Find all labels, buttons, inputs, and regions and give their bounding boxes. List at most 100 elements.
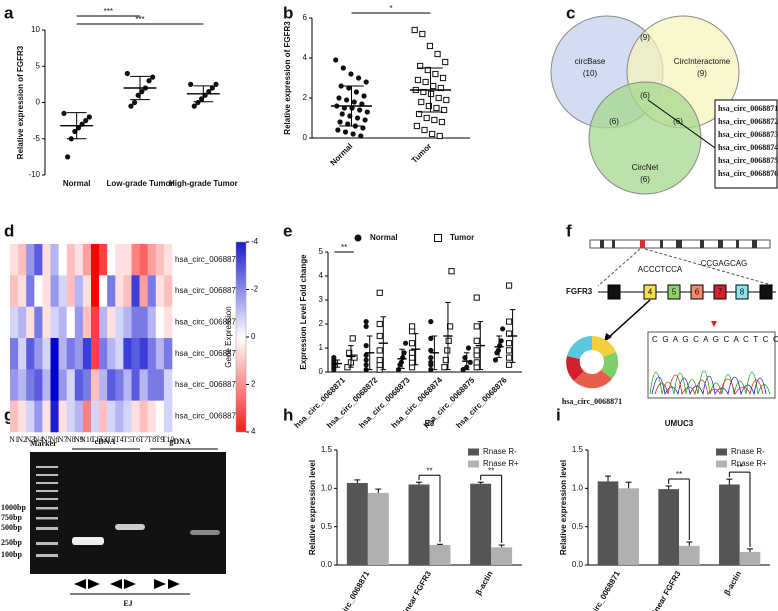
point [357, 107, 363, 113]
heat-cell [58, 400, 67, 433]
exon [607, 284, 621, 300]
point [395, 367, 402, 373]
point [492, 357, 499, 363]
heat-cell [91, 369, 100, 401]
venn-set-label: circBase [575, 57, 606, 66]
venn-overlap: (6) [609, 117, 619, 126]
heat-cell [163, 400, 173, 433]
heat-cell [74, 400, 84, 433]
y-tick-label: -10 [28, 170, 40, 179]
row-label: hsa_circ_0068876 [175, 411, 241, 420]
point [358, 133, 364, 139]
row-label: hsa_circ_0068874 [175, 349, 241, 358]
colorbar-tick-label: -4 [251, 237, 259, 246]
colorbar-label: Gene Expression [224, 306, 233, 367]
bar [739, 551, 761, 565]
panel-label: d [4, 221, 14, 240]
point [415, 110, 423, 118]
heat-cell [115, 306, 124, 339]
y-tick-label: 2 [303, 93, 308, 102]
point [438, 118, 446, 126]
column-label: N2 [17, 435, 27, 444]
point [65, 154, 71, 160]
point [495, 347, 501, 353]
y-tick-label: 2 [319, 319, 324, 328]
point [419, 30, 426, 38]
heat-cell [99, 400, 108, 433]
legend-swatch [716, 460, 727, 468]
heat-cell [10, 244, 19, 276]
exon [667, 284, 681, 300]
point [505, 318, 513, 325]
gel: Marker cDNA gDNA 1000bp 750bp 500bp 250b… [1, 437, 226, 608]
exon-label: 4 [648, 288, 653, 297]
heat-cell [82, 338, 92, 370]
y-tick-label: 1 [319, 343, 324, 352]
gel-band [115, 524, 145, 530]
point [435, 94, 442, 102]
heat-cell [99, 306, 108, 339]
heat-cell [107, 369, 116, 401]
bar [658, 489, 679, 565]
gel-size: 250bp [1, 538, 22, 547]
x-tick-label: β-actin [722, 569, 743, 596]
point [135, 92, 141, 98]
venn-set-label: CircNet [632, 163, 659, 172]
row-label: hsa_circ_0068872 [175, 286, 241, 295]
heat-cell [26, 275, 35, 307]
heat-cell [50, 306, 59, 339]
point [363, 343, 369, 349]
point [131, 99, 138, 106]
venn-overlap: (9) [640, 33, 650, 42]
point [340, 65, 346, 71]
point [408, 340, 416, 347]
bar [679, 545, 700, 565]
y-tick-label: 6 [303, 13, 308, 22]
heat-cell [115, 338, 124, 370]
heat-cell [115, 275, 124, 307]
point [376, 289, 383, 296]
point [376, 320, 383, 328]
sig-label: *** [135, 15, 144, 24]
column-label: T10 [162, 435, 175, 444]
heat-cell [26, 400, 35, 433]
heat-cell [10, 306, 19, 339]
column-label: T1 [91, 435, 100, 444]
heat-cell [115, 400, 124, 433]
y-tick-label: 5 [319, 247, 324, 256]
point [443, 96, 450, 104]
heat-cell [99, 244, 108, 276]
point [209, 85, 215, 91]
exon [713, 284, 727, 300]
point [362, 117, 368, 123]
point [333, 57, 339, 63]
legend-label: Rnase R- [731, 447, 765, 456]
heat-cell [34, 306, 43, 339]
panel-label: f [566, 221, 572, 240]
point [473, 359, 480, 366]
venn-list-box [714, 99, 778, 189]
heat-cell [10, 275, 19, 307]
heat-cell [123, 244, 132, 276]
y-axis-label: Expression Level Fold change [299, 254, 308, 370]
heat-cell [139, 369, 148, 401]
venn-list-item: hsa_circ_0068874 [718, 143, 778, 152]
point [354, 115, 361, 121]
y-tick-label: 0 [303, 133, 308, 142]
point [428, 367, 434, 373]
heat-cell [82, 306, 92, 339]
point [408, 349, 416, 356]
point [346, 85, 352, 91]
point [376, 332, 383, 340]
heat-cell [50, 244, 59, 276]
point [417, 62, 424, 70]
heat-cell [163, 275, 173, 307]
point [444, 347, 451, 354]
heat-cell [26, 306, 35, 339]
point [351, 354, 358, 361]
heat-cell [107, 400, 116, 433]
heat-cell [18, 338, 27, 370]
exon-label: 7 [718, 288, 723, 297]
heat-cell [42, 244, 51, 276]
venn-list-item: hsa_circ_0068873 [718, 130, 778, 139]
